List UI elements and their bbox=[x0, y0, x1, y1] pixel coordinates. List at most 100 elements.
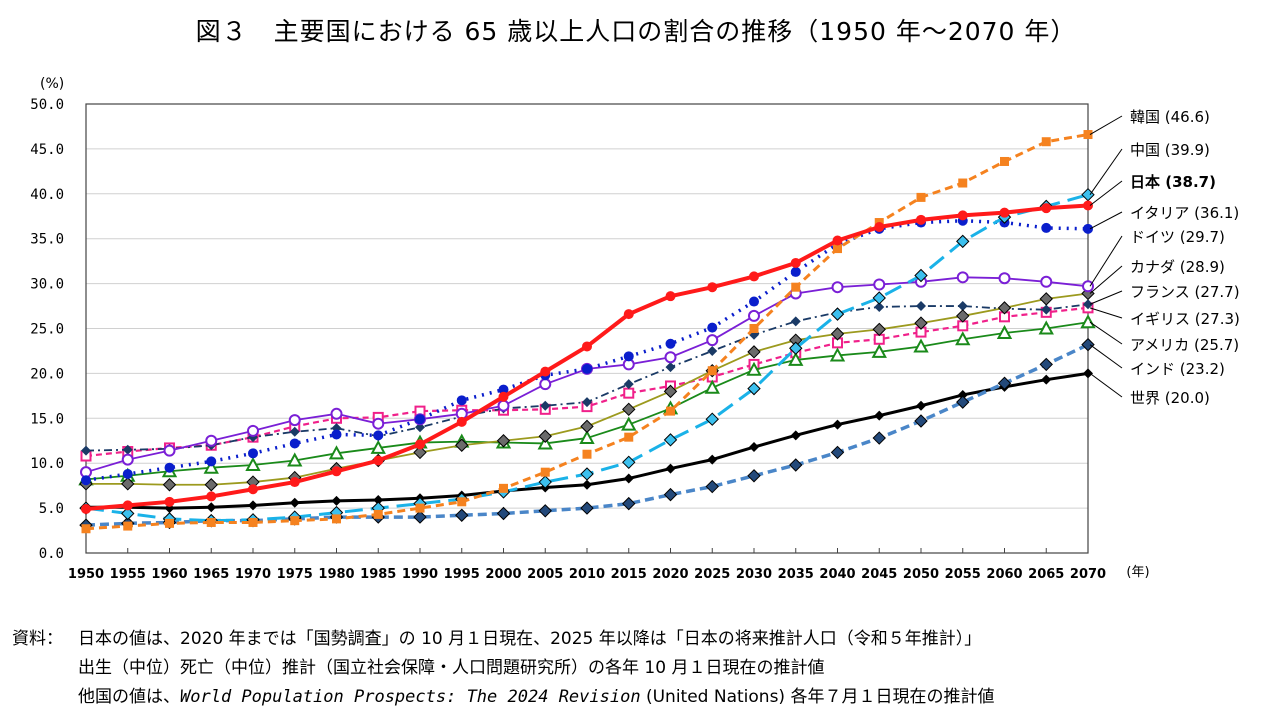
x-tick-label: 2015 bbox=[611, 567, 647, 582]
data-point bbox=[497, 399, 510, 412]
data-point bbox=[998, 272, 1011, 285]
label-leader-line bbox=[1089, 211, 1123, 230]
data-point bbox=[1080, 314, 1096, 329]
data-point bbox=[956, 309, 970, 323]
series-中国 bbox=[79, 187, 1095, 528]
data-point bbox=[705, 412, 719, 426]
line-chart: 0.0 5.0 10.0 15.0 20.0 25.0 30.0 35.0 40.0 45.0 50… bbox=[30, 76, 1240, 582]
data-point bbox=[791, 282, 801, 292]
data-point bbox=[205, 434, 218, 447]
data-point bbox=[831, 281, 844, 294]
data-point bbox=[665, 463, 676, 474]
data-point bbox=[664, 351, 677, 364]
series-世界 bbox=[81, 368, 1093, 514]
y-tick-label: 30.0 bbox=[30, 277, 64, 293]
x-tick-label: 2055 bbox=[945, 567, 981, 582]
data-point bbox=[415, 422, 425, 433]
label-leader-line bbox=[1089, 180, 1123, 206]
series-label: 中国 (39.9) bbox=[1130, 141, 1210, 159]
y-tick-label: 35.0 bbox=[30, 232, 64, 248]
data-point bbox=[707, 282, 718, 293]
data-point bbox=[538, 429, 552, 443]
x-tick-label: 2020 bbox=[652, 567, 688, 582]
data-point bbox=[81, 445, 91, 456]
series-日本 bbox=[81, 200, 1093, 514]
y-tick-label: 45.0 bbox=[30, 142, 64, 158]
data-point bbox=[456, 416, 467, 427]
series-label: 日本 (38.7) bbox=[1130, 173, 1216, 191]
data-point bbox=[622, 496, 636, 511]
data-point bbox=[538, 504, 552, 518]
data-point bbox=[81, 524, 91, 534]
data-point bbox=[162, 478, 177, 492]
y-tick-label: 20.0 bbox=[30, 366, 64, 382]
data-point bbox=[373, 509, 383, 519]
data-point bbox=[1039, 292, 1053, 306]
data-point bbox=[872, 431, 886, 445]
data-point bbox=[789, 341, 803, 355]
data-point bbox=[372, 417, 385, 430]
data-point bbox=[496, 434, 511, 448]
series-アメリカ bbox=[78, 314, 1096, 486]
data-point bbox=[331, 466, 342, 477]
x-tick-label: 1950 bbox=[68, 567, 104, 582]
series-カナダ bbox=[79, 286, 1095, 492]
label-leader-line bbox=[1089, 344, 1123, 369]
data-point bbox=[957, 301, 968, 312]
x-axis-unit: (年) bbox=[1126, 565, 1149, 580]
data-point bbox=[707, 454, 718, 465]
data-point bbox=[916, 192, 926, 202]
data-point bbox=[540, 366, 551, 377]
data-point bbox=[289, 426, 300, 437]
series-label: イギリス (27.3) bbox=[1130, 310, 1240, 328]
data-point bbox=[122, 500, 133, 511]
data-point bbox=[833, 244, 842, 254]
data-point bbox=[1040, 275, 1053, 288]
data-point bbox=[287, 452, 303, 467]
data-point bbox=[328, 445, 345, 460]
series-ドイツ bbox=[80, 271, 1094, 479]
data-point bbox=[624, 432, 634, 442]
data-point bbox=[788, 351, 804, 366]
data-point bbox=[582, 397, 592, 408]
series-label: 韓国 (46.6) bbox=[1130, 108, 1210, 126]
y-tick-label: 15.0 bbox=[30, 411, 64, 427]
data-point bbox=[707, 345, 718, 356]
data-point bbox=[1082, 280, 1094, 293]
data-point bbox=[872, 291, 886, 305]
series-韓国 bbox=[81, 130, 1093, 534]
data-point bbox=[582, 449, 592, 459]
data-point bbox=[706, 334, 719, 347]
data-point bbox=[665, 291, 676, 302]
data-point bbox=[871, 343, 887, 358]
data-point bbox=[1083, 223, 1093, 234]
data-point bbox=[582, 363, 592, 374]
data-point bbox=[206, 456, 217, 467]
data-point bbox=[455, 508, 469, 522]
data-point bbox=[121, 477, 135, 491]
x-tick-label: 2035 bbox=[778, 567, 814, 582]
data-point bbox=[164, 462, 175, 473]
data-point bbox=[914, 316, 928, 330]
source-label: 資料： bbox=[12, 629, 63, 649]
data-point bbox=[663, 487, 678, 502]
data-point bbox=[457, 497, 467, 507]
source-line-3-post: (United Nations) 各年７月１日現在の推計値 bbox=[640, 687, 995, 707]
x-tick-label: 2070 bbox=[1070, 567, 1106, 582]
data-point bbox=[499, 483, 508, 493]
data-point bbox=[122, 444, 133, 455]
label-leader-line bbox=[1089, 372, 1123, 398]
x-tick-label: 2000 bbox=[485, 567, 521, 582]
data-point bbox=[540, 467, 550, 477]
data-point bbox=[914, 414, 928, 428]
x-tick-label: 1955 bbox=[110, 567, 146, 582]
data-point bbox=[874, 222, 885, 233]
data-point bbox=[958, 178, 968, 188]
x-tick-label: 2030 bbox=[736, 567, 772, 582]
x-tick-label: 1960 bbox=[151, 567, 187, 582]
data-point bbox=[1038, 320, 1054, 335]
data-point bbox=[288, 414, 301, 427]
data-point bbox=[747, 345, 761, 359]
data-point bbox=[415, 414, 425, 425]
series-label: 世界 (20.0) bbox=[1130, 389, 1210, 407]
